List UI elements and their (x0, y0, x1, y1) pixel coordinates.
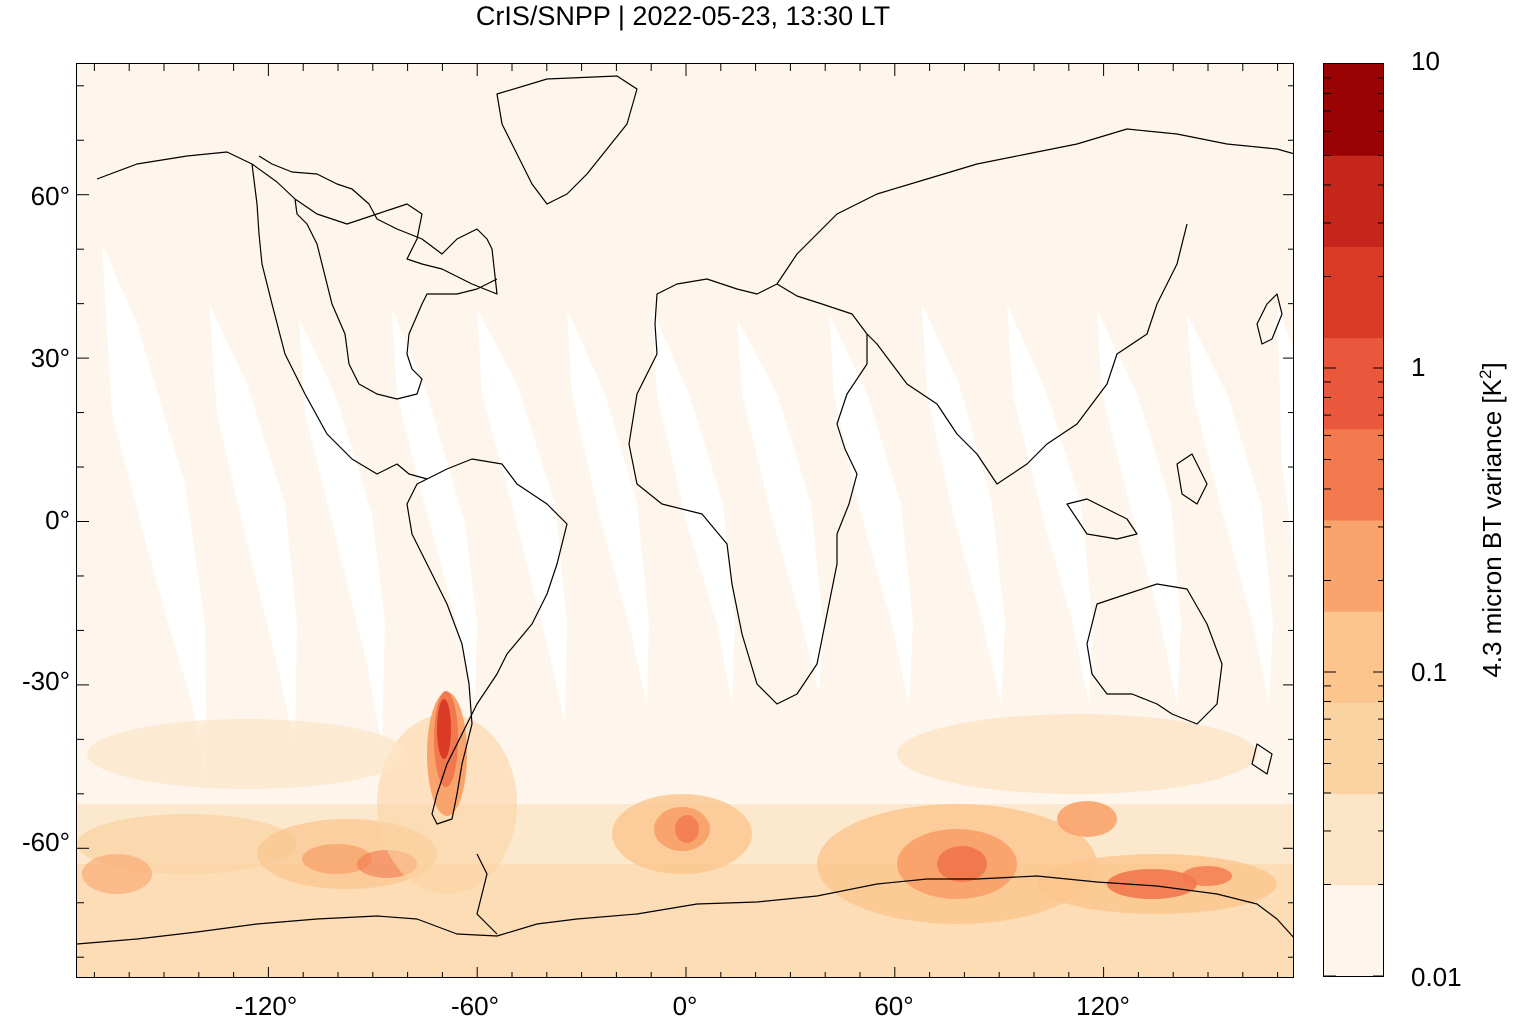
lat-tick-label: -60° (22, 827, 70, 857)
lon-tick-label: -120° (234, 991, 298, 1021)
colorbar-band (1324, 702, 1383, 795)
lat-tick-label: -30° (22, 666, 70, 696)
colorbar-band (1324, 428, 1383, 521)
bt-variance-field (77, 691, 1293, 977)
map-panel (76, 63, 1294, 978)
coastlines (77, 75, 1293, 945)
colorbar-tick-label: 0.01 (1411, 962, 1462, 992)
colorbar-band (1324, 64, 1383, 156)
colorbar-tick-label: 0.1 (1411, 657, 1448, 687)
lon-tick-label: 60° (874, 991, 914, 1021)
colorbar-band (1324, 337, 1383, 430)
colorbar (1323, 63, 1384, 977)
colorbar-band (1324, 520, 1383, 612)
orbit-gaps (102, 244, 1293, 784)
greenland-coast (496, 75, 638, 205)
colorbar-band (1324, 611, 1383, 703)
islands-coast (1066, 293, 1283, 775)
australia-coast (1086, 583, 1223, 725)
colorbar-band (1324, 884, 1383, 976)
lon-tick-label: 120° (1076, 991, 1130, 1021)
lat-tick-label: 60° (30, 181, 70, 211)
lat-tick-label: 30° (30, 343, 70, 373)
map-ticks (77, 64, 1293, 977)
lat-tick-label: 0° (45, 505, 70, 535)
colorbar-label-end: ] (1477, 362, 1507, 370)
lon-tick-label: -60° (451, 991, 499, 1021)
chart-title: CrIS/SNPP | 2022-05-23, 13:30 LT (475, 1, 891, 31)
colorbar-svg (1324, 64, 1383, 976)
colorbar-label-sup: 2 (1476, 369, 1495, 380)
colorbar-tick-label: 10 (1411, 46, 1440, 76)
colorbar-tick-label: 1 (1411, 352, 1426, 382)
africa-eurasia-coast (628, 128, 1293, 705)
colorbar-band (1324, 246, 1383, 339)
colorbar-label: 4.3 micron BT variance [K2] (1476, 362, 1508, 677)
map-svg (77, 64, 1293, 977)
south-america-coast (406, 458, 568, 825)
colorbar-band (1324, 793, 1383, 886)
lon-tick-label: 0° (672, 991, 698, 1021)
colorbar-band (1324, 155, 1383, 247)
antarctica-coast (77, 853, 1293, 945)
north-america-coast (96, 151, 498, 480)
colorbar-label-main: 4.3 micron BT variance [K (1477, 379, 1507, 678)
